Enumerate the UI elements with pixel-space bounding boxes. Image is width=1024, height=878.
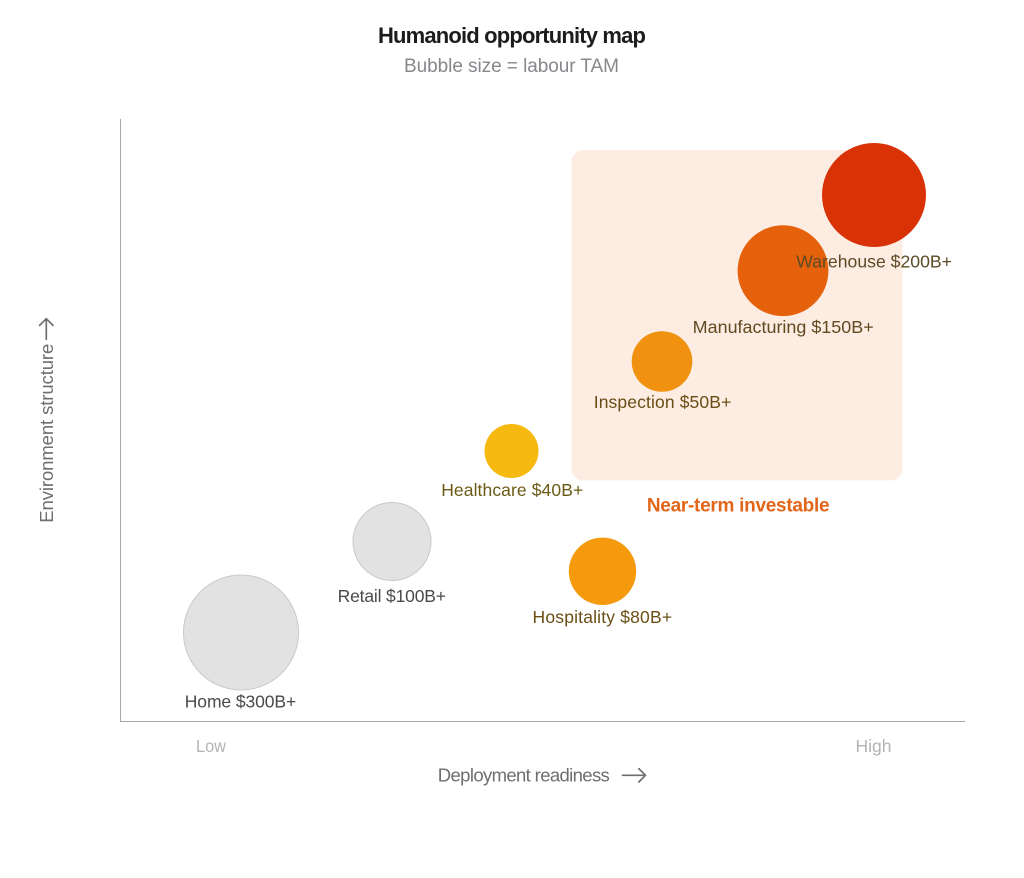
svg-text:Healthcare $40B+: Healthcare $40B+ xyxy=(441,480,583,500)
svg-text:Manufacturing $150B+: Manufacturing $150B+ xyxy=(693,317,874,337)
svg-text:Humanoid opportunity map: Humanoid opportunity map xyxy=(378,23,646,48)
svg-text:High: High xyxy=(856,736,892,756)
svg-text:Home $300B+: Home $300B+ xyxy=(185,691,297,711)
svg-text:Warehouse $200B+: Warehouse $200B+ xyxy=(796,251,952,271)
svg-text:Environment structure: Environment structure xyxy=(36,344,57,523)
svg-text:Hospitality $80B+: Hospitality $80B+ xyxy=(533,607,673,627)
svg-text:Bubble size = labour TAM: Bubble size = labour TAM xyxy=(404,56,619,77)
svg-text:Deployment readiness: Deployment readiness xyxy=(438,764,610,785)
svg-text:Low: Low xyxy=(196,736,226,756)
svg-text:Retail $100B+: Retail $100B+ xyxy=(338,586,446,606)
svg-text:Near-term investable: Near-term investable xyxy=(647,496,830,517)
svg-text:Inspection $50B+: Inspection $50B+ xyxy=(594,392,732,412)
